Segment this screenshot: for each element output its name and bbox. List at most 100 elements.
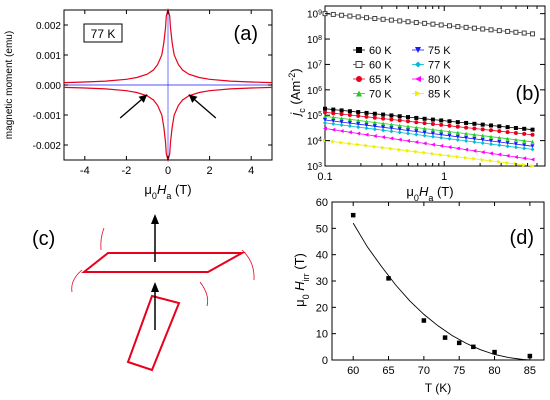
jc-point-3 [513, 137, 518, 142]
jc-point-2 [472, 126, 477, 131]
jc-point-6 [323, 126, 327, 131]
jc-point-4 [430, 131, 435, 136]
jc-point-1 [488, 27, 494, 33]
jc-point-2 [397, 118, 402, 123]
panel-a-y-axis-label: magnetic moment (emu) [4, 31, 15, 139]
jc-point-2 [381, 116, 386, 121]
jc-point-2 [339, 112, 344, 117]
jc-point-2 [447, 123, 452, 128]
jc-point-7 [489, 158, 494, 163]
panel-d-x-tick-label: 80 [488, 365, 500, 377]
panel-b-y-tick-label: 106 [307, 85, 322, 97]
jc-fit-line-4 [324, 119, 533, 147]
jc-point-7 [347, 141, 352, 146]
panel-b-y-tick-label: 108 [307, 35, 322, 47]
jc-point-0 [497, 124, 502, 129]
unit: (T) [171, 182, 191, 197]
jc-point-5 [430, 134, 435, 139]
panel-a-y-tick-label: 0.001 [36, 51, 61, 62]
jc-point-1 [496, 28, 502, 34]
hirr-point [492, 349, 497, 355]
jc-point-4 [489, 138, 494, 143]
panel-d-x-tick-label: 70 [418, 365, 430, 377]
jc-point-2 [513, 130, 518, 135]
jc-point-0 [447, 119, 452, 124]
legend-entry-label: 85 K [428, 89, 451, 101]
jc-point-4 [472, 136, 477, 141]
mu-symbol: μ [144, 182, 152, 197]
jc-point-7 [464, 155, 469, 160]
jc-point-2 [323, 110, 327, 115]
jc-point-0 [364, 110, 369, 115]
jc-point-5 [530, 147, 535, 152]
panel-b-x-tick-label: 1 [441, 171, 447, 183]
jc-point-3 [347, 117, 352, 122]
temperature-box [83, 23, 123, 43]
jc-point-1 [339, 12, 345, 18]
panel-a-y-tick-label: 0.002 [36, 21, 61, 32]
jc-point-5 [522, 146, 527, 151]
mu-symbol: μ [406, 184, 414, 199]
jc-point-5 [439, 135, 444, 140]
jc-point-1 [330, 11, 336, 17]
jc-point-1 [480, 26, 486, 32]
panel-a-label: (a) [234, 23, 258, 45]
panel-d-x-tick-label: 75 [453, 365, 465, 377]
jc-point-4 [447, 133, 452, 138]
jc-point-5 [389, 129, 394, 134]
jc-point-6 [497, 152, 502, 157]
jc-point-6 [447, 145, 452, 150]
panel-d-y-tick-label: 0 [322, 355, 328, 367]
jc-point-5 [505, 144, 510, 149]
jc-point-5 [480, 141, 485, 146]
jc-point-5 [513, 145, 518, 150]
jc-point-3 [497, 135, 502, 140]
jc-point-3 [364, 119, 369, 124]
jc-point-1 [347, 13, 353, 19]
panel-d-label: (d) [510, 227, 534, 249]
jc-point-1 [405, 19, 411, 25]
subscript-irr: irr [301, 273, 311, 281]
jc-point-1 [447, 23, 453, 29]
jc-point-6 [430, 142, 435, 147]
hirr-point [386, 276, 391, 281]
jc-point-6 [480, 150, 485, 155]
jc-point-2 [497, 129, 502, 134]
jc-point-6 [339, 128, 344, 133]
jc-point-5 [397, 130, 402, 135]
panel-a-x-tick-label: -4 [80, 165, 90, 177]
legend-marker [356, 90, 362, 97]
jc-point-4 [422, 130, 427, 135]
jc-point-0 [372, 111, 377, 116]
jc-point-0 [489, 123, 494, 128]
jc-point-6 [505, 153, 510, 158]
jc-point-1 [438, 22, 444, 28]
jc-point-6 [414, 140, 419, 145]
panel-d-x-tick-label: 60 [347, 365, 359, 377]
jc-point-3 [455, 130, 460, 135]
jc-point-3 [522, 138, 527, 143]
jc-point-2 [347, 113, 352, 118]
jc-point-7 [414, 149, 419, 154]
hirr-point [471, 344, 476, 350]
jc-fit-line-3 [324, 116, 533, 143]
jc-point-3 [422, 126, 427, 131]
jc-point-1 [521, 30, 527, 36]
jc-point-4 [513, 142, 518, 147]
jc-point-5 [339, 122, 344, 127]
annotation-arrow-head-1 [188, 94, 198, 103]
jc-point-6 [489, 151, 494, 156]
annotation-arrow-head-0 [138, 94, 148, 103]
lower-field-arrow-head [151, 282, 159, 292]
panel-b: 0.1 1 103 104 105 106 107 108 109 60 K 60 K 65 K 70… [287, 5, 546, 203]
jc-point-4 [522, 143, 527, 148]
panel-b-y-tick-label: 107 [307, 60, 322, 72]
jc-point-2 [439, 122, 444, 127]
panel-d-x-tick-label: 85 [524, 365, 536, 377]
jc-point-5 [381, 128, 386, 133]
jc-point-3 [381, 121, 386, 126]
jc-point-5 [406, 131, 411, 136]
jc-point-6 [372, 133, 377, 138]
